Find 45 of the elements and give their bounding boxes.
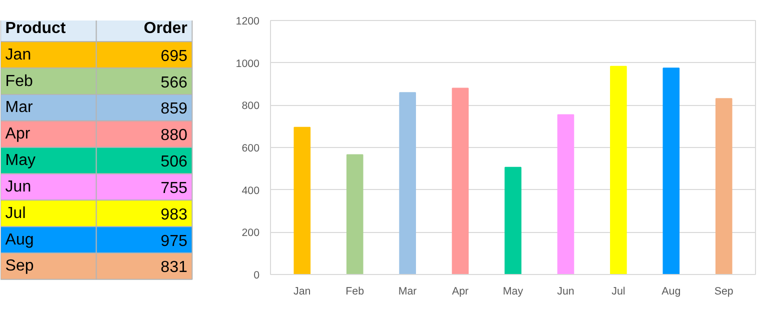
x-tick-label: Jan [294, 286, 311, 298]
text: Apr [5, 126, 31, 143]
bar [504, 166, 522, 274]
x-tick-label: Apr [452, 286, 470, 298]
text: Sep [5, 258, 34, 275]
x-tick-label: May [502, 286, 524, 298]
text: 506 [160, 154, 188, 171]
text: Jul [5, 204, 26, 222]
y-tick-label: 600 [242, 142, 260, 154]
text: 831 [160, 259, 188, 276]
bar [294, 126, 311, 274]
x-tick-label: Aug [662, 286, 681, 298]
x-tick-label: Jul [612, 286, 626, 298]
bar [452, 88, 469, 274]
text: 755 [160, 180, 188, 197]
text: Order [144, 20, 188, 37]
text: 880 [160, 127, 188, 144]
y-tick-label: 1200 [236, 16, 260, 28]
text: Mar [5, 99, 34, 116]
text: Feb [5, 72, 33, 90]
text: Jun [5, 178, 32, 196]
y-tick-label: 800 [242, 100, 260, 112]
x-tick-label: Sep [714, 286, 734, 298]
y-tick-label: 1000 [236, 58, 260, 70]
text: 983 [160, 206, 188, 224]
text: Jan [5, 46, 32, 64]
bar [610, 66, 627, 274]
x-tick-label: Jun [557, 286, 574, 298]
text: Product [5, 20, 66, 37]
bar [557, 114, 574, 274]
text: 695 [160, 48, 188, 65]
bar [715, 98, 732, 274]
x-tick-label: Mar [398, 286, 418, 298]
bar [399, 92, 416, 274]
text: 975 [160, 232, 188, 250]
bar [346, 154, 364, 274]
text: Aug [5, 231, 34, 248]
bar [662, 68, 680, 274]
y-tick-label: 0 [254, 270, 260, 282]
x-tick-label: Feb [346, 286, 364, 298]
y-tick-label: 400 [242, 184, 260, 197]
text: May [5, 152, 36, 170]
text: 859 [160, 100, 188, 118]
y-tick-label: 200 [242, 227, 260, 240]
text: 566 [160, 74, 188, 92]
